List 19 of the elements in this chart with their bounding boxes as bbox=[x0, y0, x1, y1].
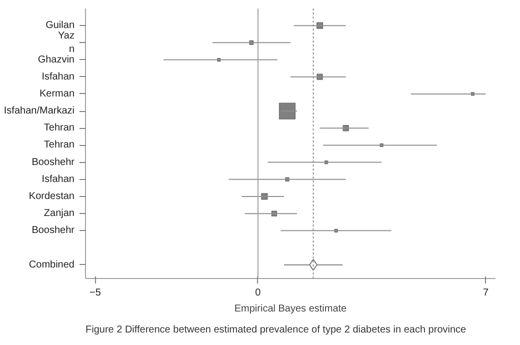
y-tick-label: Isfahan/Markazi bbox=[4, 106, 75, 117]
y-tick-label: Ghazvin bbox=[38, 54, 75, 66]
x-tick-label: 7 bbox=[482, 288, 489, 298]
y-tick-label: Booshehr bbox=[32, 225, 76, 236]
x-axis-title: Empirical Bayes estimate bbox=[234, 304, 348, 314]
x-tick-label: 0 bbox=[255, 288, 262, 298]
y-tick-label: Zanjan bbox=[44, 208, 74, 220]
y-tick-label: Guilan bbox=[46, 20, 74, 32]
x-tick-label: −5 bbox=[90, 288, 102, 298]
y-tick-label: Combined bbox=[28, 259, 75, 270]
y-tick-label: Isfahan bbox=[42, 71, 75, 82]
y-tick-label: Kerman bbox=[39, 88, 74, 100]
caption: Figure 2 Difference between estimated prevalence of type 2 diabetes in each province bbox=[86, 324, 467, 336]
y-tick-label: Tehran bbox=[44, 140, 74, 151]
y-tick-label: Tehran bbox=[44, 122, 74, 134]
y-tick-label: Booshehr bbox=[32, 156, 76, 168]
y-tick-label: Kordestan bbox=[28, 190, 75, 202]
y-tick-label: Yaz n bbox=[58, 30, 75, 55]
y-tick-label: Isfahan bbox=[42, 174, 75, 185]
